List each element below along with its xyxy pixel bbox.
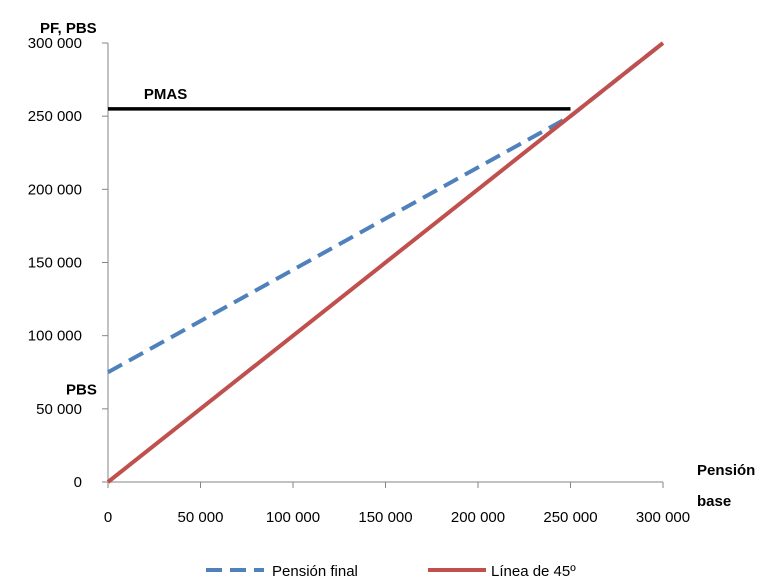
y-tick-label: 300 000	[28, 35, 82, 52]
x-axis-ticks: 0 50 000 100 000 150 000 200 000 250 000 300 0…	[104, 482, 690, 526]
x-tick-label: 250 000	[543, 509, 597, 526]
y-tick-label: 200 000	[28, 181, 82, 198]
y-axis-label: PF, PBS	[40, 20, 97, 37]
x-tick-label: 150 000	[358, 509, 412, 526]
x-tick-label: 50 000	[178, 509, 224, 526]
y-tick-label: 50 000	[36, 401, 82, 418]
annotation-pmas: PMAS	[144, 86, 187, 103]
annotation-pbs: PBS	[66, 381, 97, 398]
y-tick-label: 250 000	[28, 108, 82, 125]
x-tick-label: 200 000	[451, 509, 505, 526]
x-axis-label-line-1: Pensión	[697, 462, 755, 479]
y-tick-label: 100 000	[28, 328, 82, 345]
x-axis-label-line-2: base	[697, 493, 731, 510]
legend: Pensión final Línea de 45º	[206, 563, 576, 579]
x-tick-label: 0	[104, 509, 112, 526]
y-tick-label: 150 000	[28, 255, 82, 272]
x-tick-label: 300 000	[636, 509, 690, 526]
series-45-line	[106, 41, 665, 484]
series-lines	[106, 41, 665, 484]
x-tick-label: 100 000	[266, 509, 320, 526]
legend-label-45-line: Línea de 45º	[491, 563, 576, 579]
y-tick-label: 0	[74, 474, 82, 491]
series-pension-final	[107, 41, 665, 374]
y-axis-ticks: 0 50 000 100 000 150 000 200 000 250 000 300 0…	[28, 35, 108, 491]
legend-label-pension-final: Pensión final	[272, 563, 358, 579]
